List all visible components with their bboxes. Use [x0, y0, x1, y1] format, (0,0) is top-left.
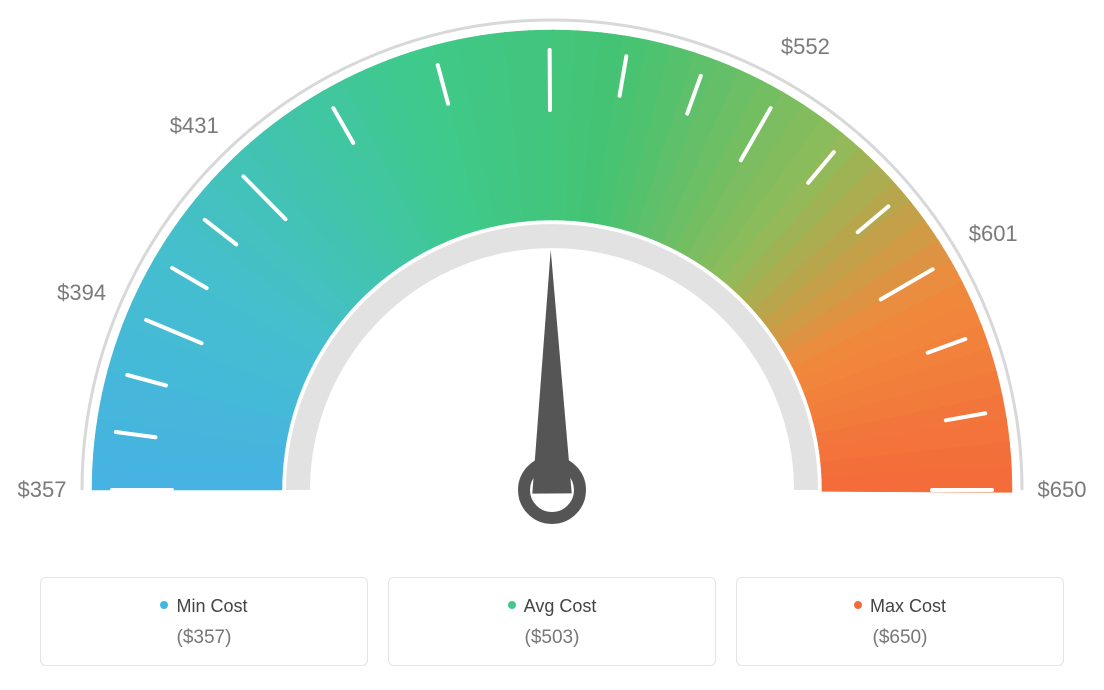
legend-title-min: Min Cost — [51, 596, 357, 617]
gauge-svg — [0, 0, 1104, 560]
gauge-tick-label: $357 — [18, 477, 67, 503]
legend-card-max: Max Cost ($650) — [736, 577, 1064, 666]
legend-title-avg: Avg Cost — [399, 596, 705, 617]
legend-dot-max — [854, 601, 862, 609]
legend-value-min: ($357) — [51, 627, 357, 649]
legend-dot-avg — [508, 601, 516, 609]
legend-card-avg: Avg Cost ($503) — [388, 577, 716, 666]
gauge-tick-label: $431 — [170, 113, 219, 139]
legend-row: Min Cost ($357) Avg Cost ($503) Max Cost… — [40, 577, 1064, 666]
legend-title-avg-text: Avg Cost — [524, 596, 597, 616]
gauge-tick-label: $552 — [781, 34, 830, 60]
gauge-area: $357$394$431$503$552$601$650 — [0, 0, 1104, 560]
legend-card-min: Min Cost ($357) — [40, 577, 368, 666]
gauge-tick-label: $601 — [969, 221, 1018, 247]
legend-value-max: ($650) — [747, 627, 1053, 649]
gauge-tick-label: $394 — [57, 280, 106, 306]
legend-title-min-text: Min Cost — [176, 596, 247, 616]
gauge-tick-label: $650 — [1038, 477, 1087, 503]
legend-dot-min — [160, 601, 168, 609]
legend-title-max: Max Cost — [747, 596, 1053, 617]
cost-gauge-chart: $357$394$431$503$552$601$650 Min Cost ($… — [0, 0, 1104, 690]
legend-title-max-text: Max Cost — [870, 596, 946, 616]
legend-value-avg: ($503) — [399, 627, 705, 649]
